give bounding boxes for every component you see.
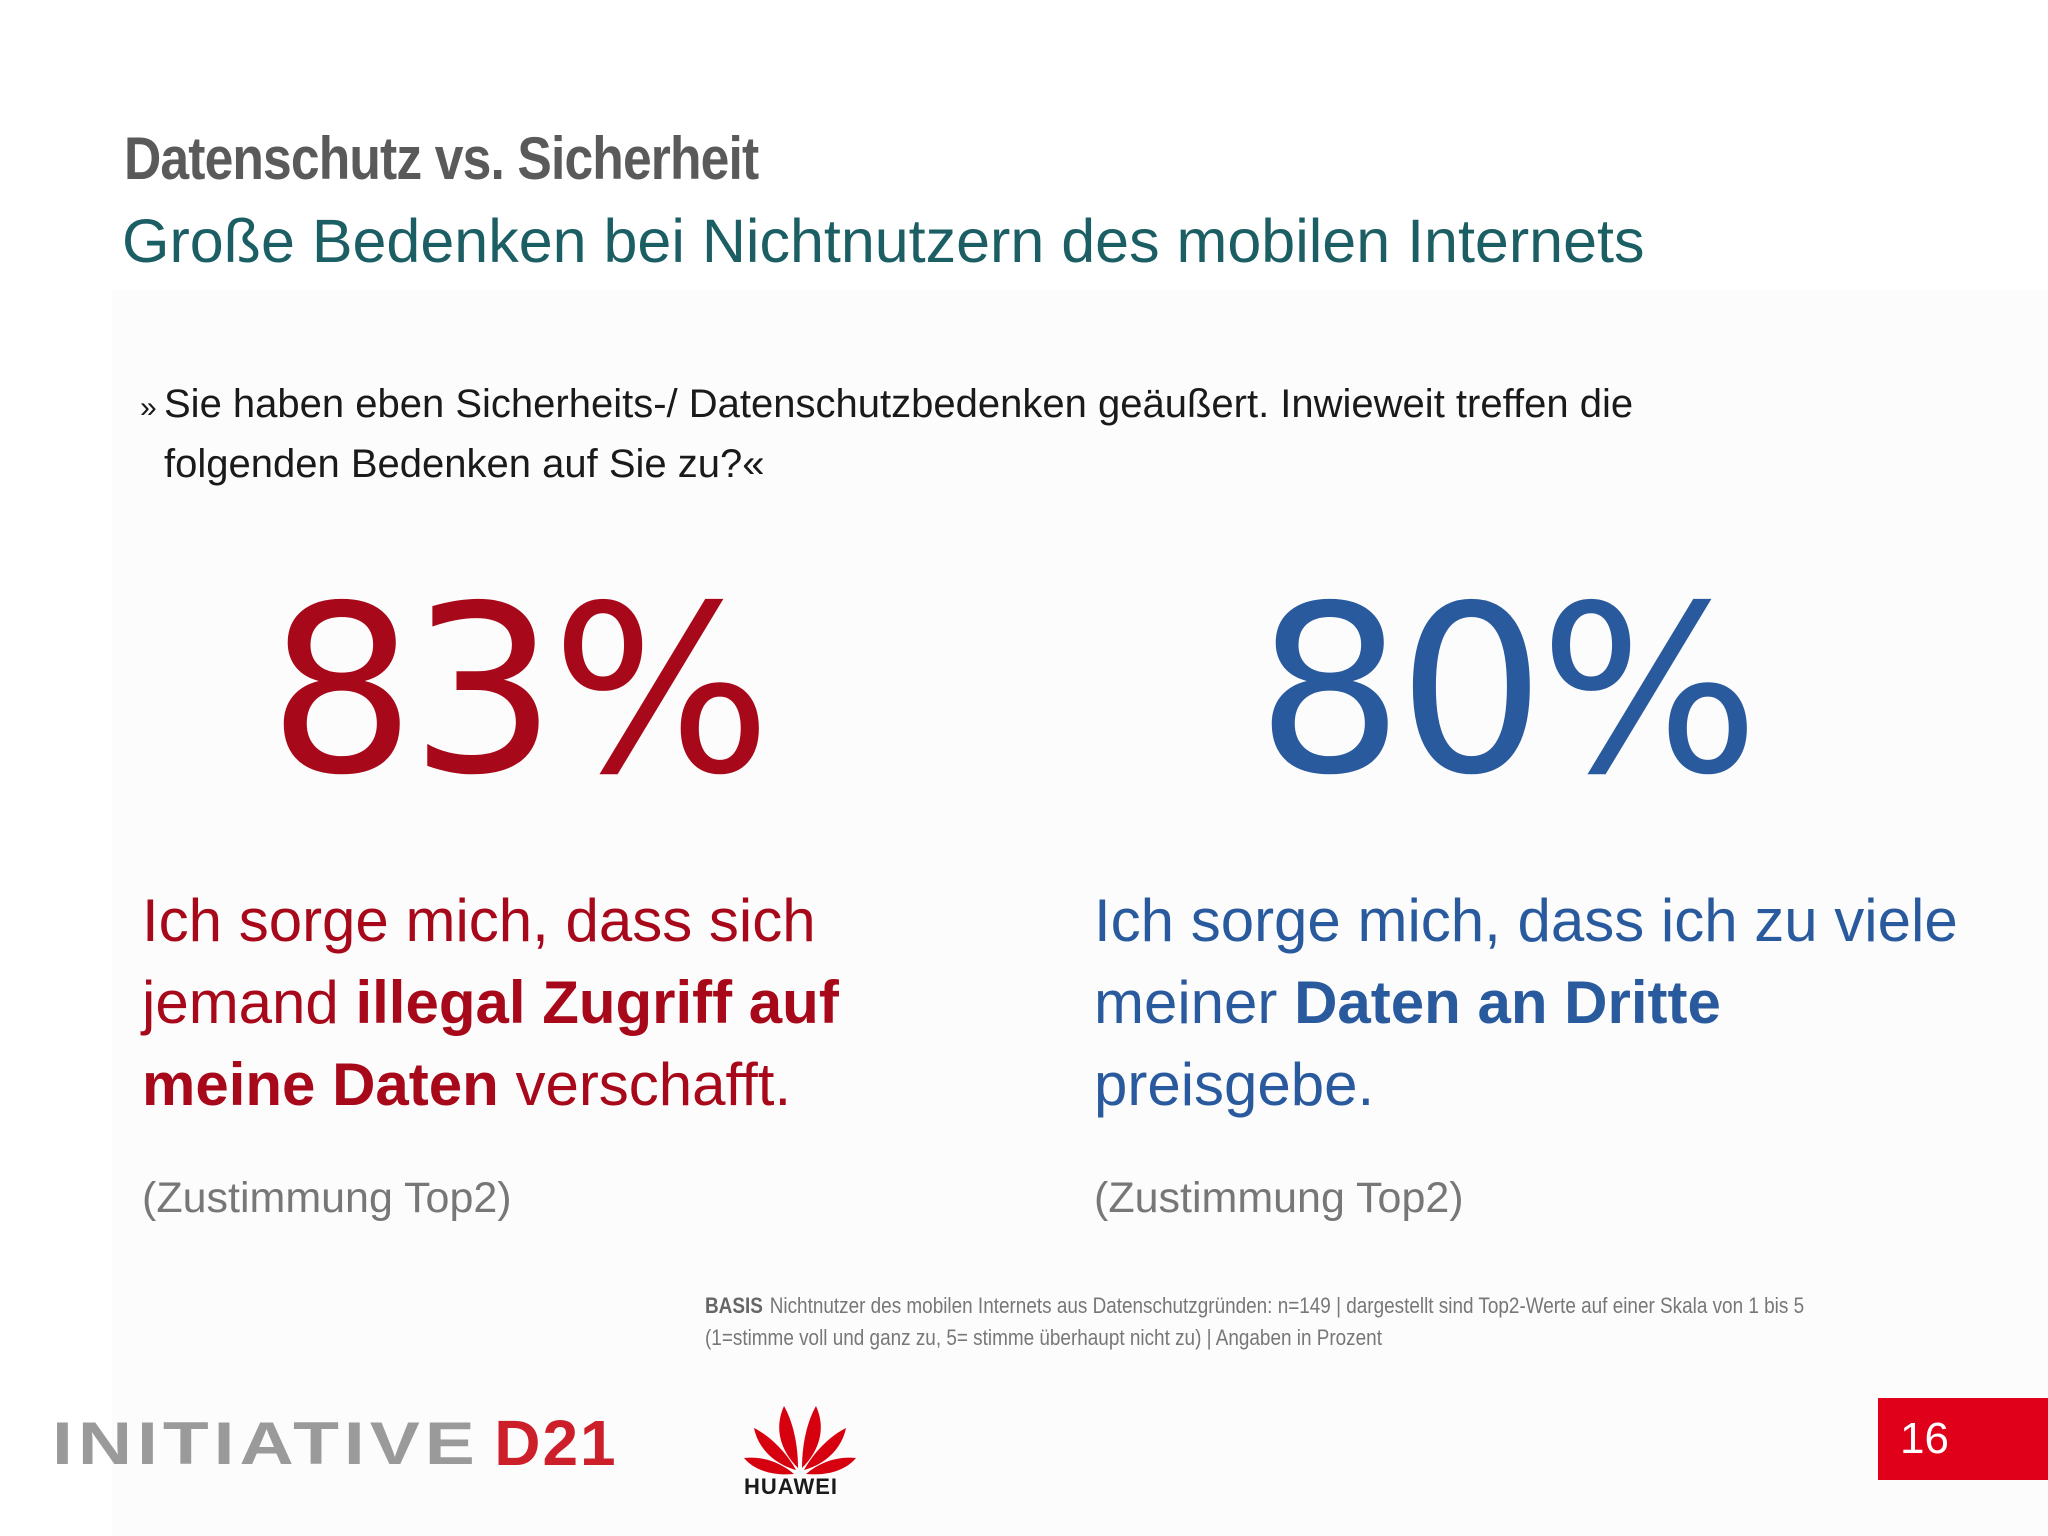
question-line-2: folgenden Bedenken auf Sie zu?«: [164, 442, 765, 486]
statement-left-bold: illegal Zugriff auf meine Daten: [142, 969, 839, 1118]
page-subtitle: Große Bedenken bei Nichtnutzern des mobi…: [122, 207, 1645, 275]
note-left: (Zustimmung Top2): [142, 1174, 512, 1222]
statement-left-post: verschafft.: [498, 1051, 792, 1118]
huawei-flower-icon: [744, 1406, 856, 1475]
page-number-badge: 16: [1878, 1398, 2048, 1480]
statement-right-post: preisgebe.: [1094, 1051, 1375, 1118]
note-right: (Zustimmung Top2): [1094, 1174, 1464, 1222]
statement-left: Ich sorge mich, dass sich jemand illegal…: [142, 880, 1002, 1126]
page-title: Datenschutz vs. Sicherheit: [124, 125, 759, 192]
statement-left-pre: Ich sorge mich, dass sich jemand: [142, 887, 816, 1036]
page-number: 16: [1900, 1414, 1949, 1463]
statement-right-bold: Daten an Dritte: [1294, 969, 1721, 1036]
question-open-mark: »: [140, 391, 157, 424]
statement-right-pre: Ich sorge mich, dass ich zu viele meiner: [1094, 887, 1958, 1036]
logo-d21-text: D21: [494, 1407, 618, 1479]
logo-initiative-text: INITIATIVE: [52, 1409, 480, 1477]
stat-left-value: 83%: [268, 556, 772, 826]
basis-line-1-text: Nichtnutzer des mobilen Internets aus Da…: [769, 1293, 1805, 1318]
content-background: [112, 290, 2048, 1536]
survey-question: » Sie haben eben Sicherheits-/ Datenschut…: [140, 376, 1840, 492]
initiative-d21-logo: INITIATIVE D21: [52, 1407, 618, 1479]
question-line-1: Sie haben eben Sicherheits-/ Datenschutz…: [164, 382, 1634, 426]
huawei-logo-text: HUAWEI: [744, 1474, 838, 1499]
stat-right-value: 80%: [1256, 556, 1760, 826]
basis-line-1: BASIS Nichtnutzer des mobilen Internets a…: [705, 1290, 1857, 1322]
statement-right: Ich sorge mich, dass ich zu viele meiner…: [1094, 880, 1994, 1126]
basis-label: BASIS: [705, 1293, 763, 1318]
basis-footnote: BASIS Nichtnutzer des mobilen Internets a…: [705, 1290, 1857, 1354]
basis-line-2: (1=stimme voll und ganz zu, 5= stimme üb…: [705, 1325, 1382, 1350]
